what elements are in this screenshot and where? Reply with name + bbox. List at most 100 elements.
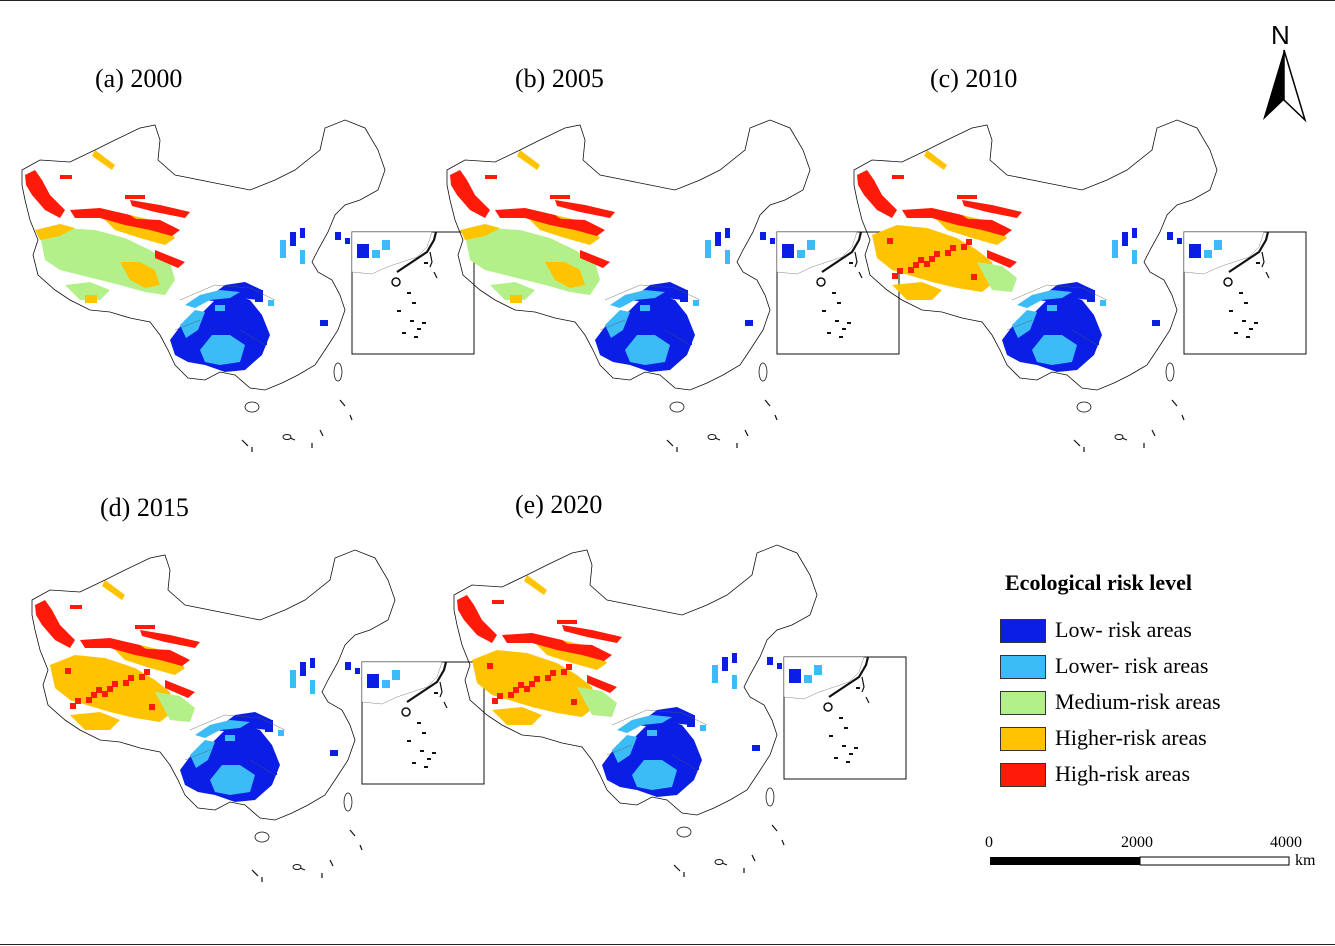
risk-patch xyxy=(725,250,730,264)
risk-patch xyxy=(300,662,306,676)
risk-patch xyxy=(190,740,215,768)
inset-coast xyxy=(828,656,870,698)
nine-dash-segment xyxy=(241,439,249,447)
risk-patch xyxy=(102,691,108,697)
risk-patch xyxy=(120,262,160,288)
risk-patch xyxy=(952,218,1012,236)
risk-patch xyxy=(155,250,185,268)
risk-patch xyxy=(508,692,514,698)
risk-patch xyxy=(290,232,296,246)
inset-patch xyxy=(789,669,801,683)
risk-patch xyxy=(524,686,530,692)
inset-islet xyxy=(410,320,414,322)
risk-patch xyxy=(610,290,665,308)
inset-patch xyxy=(807,240,815,250)
risk-patch xyxy=(485,175,497,179)
inset-patch xyxy=(382,680,390,688)
legend-label-lower: Lower- risk areas xyxy=(1055,653,1209,678)
risk-patch xyxy=(86,697,92,703)
province-lines xyxy=(599,284,701,346)
north-arrow-right xyxy=(1283,49,1307,123)
hainan-outline xyxy=(254,831,270,843)
island-outline xyxy=(282,434,292,440)
nine-dash-segment xyxy=(774,414,778,421)
hainan-outline xyxy=(669,401,685,413)
risk-patch xyxy=(617,715,672,733)
risk-patch xyxy=(987,250,1017,268)
inset-patch xyxy=(382,240,390,250)
risk-patch xyxy=(665,285,675,295)
inset-dash xyxy=(861,676,870,704)
inset-islet xyxy=(434,692,438,694)
risk-patch xyxy=(255,290,263,302)
risk-patch xyxy=(300,250,305,264)
risk-patch xyxy=(687,715,695,727)
inset-islet xyxy=(1249,328,1253,330)
risk-patch xyxy=(70,703,76,709)
risk-patch xyxy=(577,687,617,717)
scale-tick-4000: 4000 xyxy=(1270,834,1302,851)
risk-patch xyxy=(180,310,205,338)
panel-title-b: (b) 2005 xyxy=(515,64,604,93)
risk-patch xyxy=(767,657,773,665)
risk-patch xyxy=(680,335,692,345)
legend-label-medium: Medium-risk areas xyxy=(1055,689,1221,714)
risk-patch xyxy=(345,662,351,670)
inset-map-c xyxy=(1183,231,1307,355)
inset-patch xyxy=(1204,250,1212,258)
risk-patches-d xyxy=(35,580,360,802)
risk-patch xyxy=(887,238,893,244)
inset-islet xyxy=(1234,332,1238,334)
inset-island xyxy=(391,277,401,287)
risk-patch xyxy=(125,195,145,199)
risk-patch xyxy=(725,228,730,238)
inset-islet xyxy=(412,762,416,764)
country-outline xyxy=(853,119,1218,391)
taiwan-outline xyxy=(765,787,775,807)
risk-patch xyxy=(545,675,551,681)
legend-swatch-higher xyxy=(1000,727,1046,751)
risk-patch xyxy=(65,282,110,300)
risk-patch xyxy=(687,760,699,770)
inset-island xyxy=(401,707,411,717)
inset-islet xyxy=(847,322,851,324)
risk-patch xyxy=(957,195,977,199)
risk-patch xyxy=(92,150,115,170)
nine-dash-segment xyxy=(349,414,353,421)
risk-patch xyxy=(1112,240,1118,258)
risk-patch xyxy=(255,335,267,345)
risk-patch xyxy=(524,575,547,595)
risk-patch xyxy=(892,175,904,179)
risk-patch xyxy=(155,692,195,722)
risk-patch xyxy=(320,320,328,326)
nine-dash-segment xyxy=(349,829,356,837)
inset-land xyxy=(1183,231,1265,275)
scale-tick-2000: 2000 xyxy=(1121,834,1153,851)
scale-bar-white xyxy=(1139,856,1290,866)
inset-islet xyxy=(422,732,426,734)
nine-dash-segment xyxy=(673,864,681,872)
inset-dash xyxy=(854,251,863,279)
risk-patch xyxy=(745,320,753,326)
risk-patch xyxy=(165,680,195,698)
inset-patch xyxy=(357,244,369,258)
inset-islet xyxy=(1256,262,1260,264)
risk-patch xyxy=(612,735,637,763)
risk-patch xyxy=(892,282,942,300)
risk-patch xyxy=(75,698,81,704)
legend-swatch-medium xyxy=(1000,691,1046,715)
inset-islet xyxy=(397,310,401,312)
risk-patch xyxy=(1122,232,1128,246)
risk-patch xyxy=(91,692,97,698)
risk-patch xyxy=(265,765,277,775)
scale-bar-black xyxy=(990,857,1140,865)
risk-patch xyxy=(924,261,930,267)
risk-patch xyxy=(705,240,711,258)
inset-islet xyxy=(856,687,860,689)
nine-dash-segment xyxy=(1073,439,1081,447)
inset-patch xyxy=(1214,240,1222,250)
inset-islet xyxy=(424,766,428,768)
risk-patch xyxy=(1032,335,1077,365)
inset-map-e xyxy=(783,656,907,780)
